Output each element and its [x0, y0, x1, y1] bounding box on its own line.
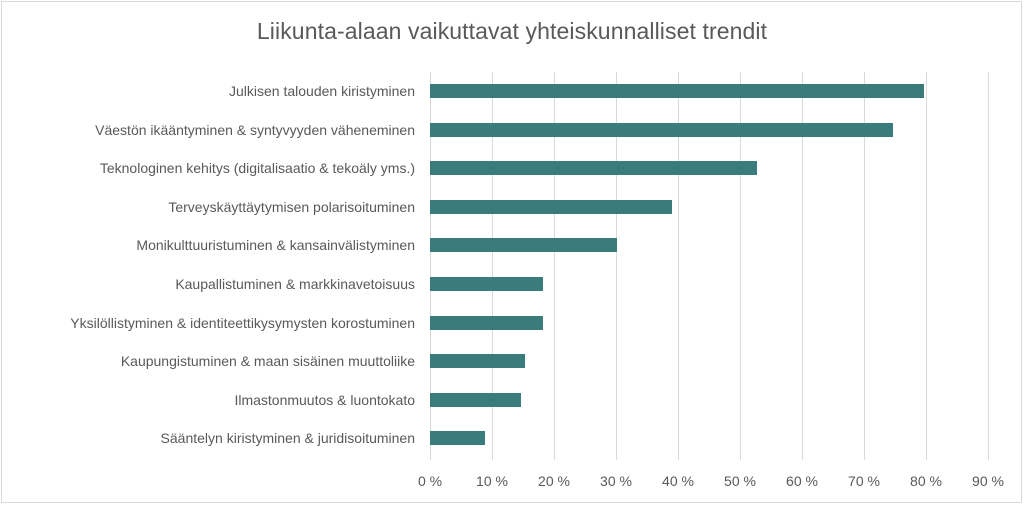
category-label: Teknologinen kehitys (digitalisaatio & t… [99, 160, 415, 177]
gridline [492, 72, 493, 460]
category-label: Kaupallistuminen & markkinavetoisuus [175, 276, 415, 292]
bar [430, 431, 486, 446]
gridline [926, 72, 927, 460]
x-tick-label: 60 % [786, 473, 818, 489]
category-label: Väestön ikääntyminen & syntyvyyden vähen… [95, 121, 415, 138]
x-tick-label: 30 % [600, 473, 632, 489]
category-label: Kaupungistuminen & maan sisäinen muuttol… [120, 353, 415, 370]
category-label: Ilmastonmuutos & luontokato [234, 391, 415, 408]
bar [430, 392, 522, 407]
bar [430, 84, 925, 98]
gridline [802, 72, 803, 460]
x-tick-label: 90 % [972, 473, 1004, 489]
bar [430, 354, 526, 369]
x-tick-label: 10 % [476, 473, 508, 489]
x-tick-label: 40 % [662, 473, 694, 489]
bar [430, 238, 618, 253]
gridline [678, 72, 679, 460]
gridline [988, 72, 989, 460]
x-tick-label: 80 % [910, 473, 942, 489]
x-tick-label: 70 % [848, 473, 880, 489]
bar [430, 277, 543, 291]
category-label: Sääntelyn kiristyminen & juridisoitumine… [160, 430, 415, 447]
gridline [554, 72, 555, 460]
x-tick-label: 50 % [724, 473, 756, 489]
gridline [864, 72, 865, 460]
plot-area [430, 72, 989, 460]
bar [430, 122, 893, 137]
bar [430, 315, 543, 330]
category-label: Monikulttuuristuminen & kansainvälistymi… [136, 237, 415, 254]
x-tick-label: 20 % [538, 473, 570, 489]
category-label: Julkisen talouden kiristyminen [229, 83, 415, 99]
x-tick-label: 0 % [417, 473, 443, 489]
category-label: Yksilöllistyminen & identiteettikysymyst… [70, 314, 415, 331]
bar [430, 161, 757, 176]
gridline [616, 72, 617, 460]
gridline [740, 72, 741, 460]
bar [430, 199, 673, 214]
category-label: Terveyskäyttäytymisen polarisoituminen [168, 198, 415, 215]
y-axis-line [430, 72, 431, 460]
chart-title: Liikunta-alaan vaikuttavat yhteiskunnall… [256, 18, 768, 44]
